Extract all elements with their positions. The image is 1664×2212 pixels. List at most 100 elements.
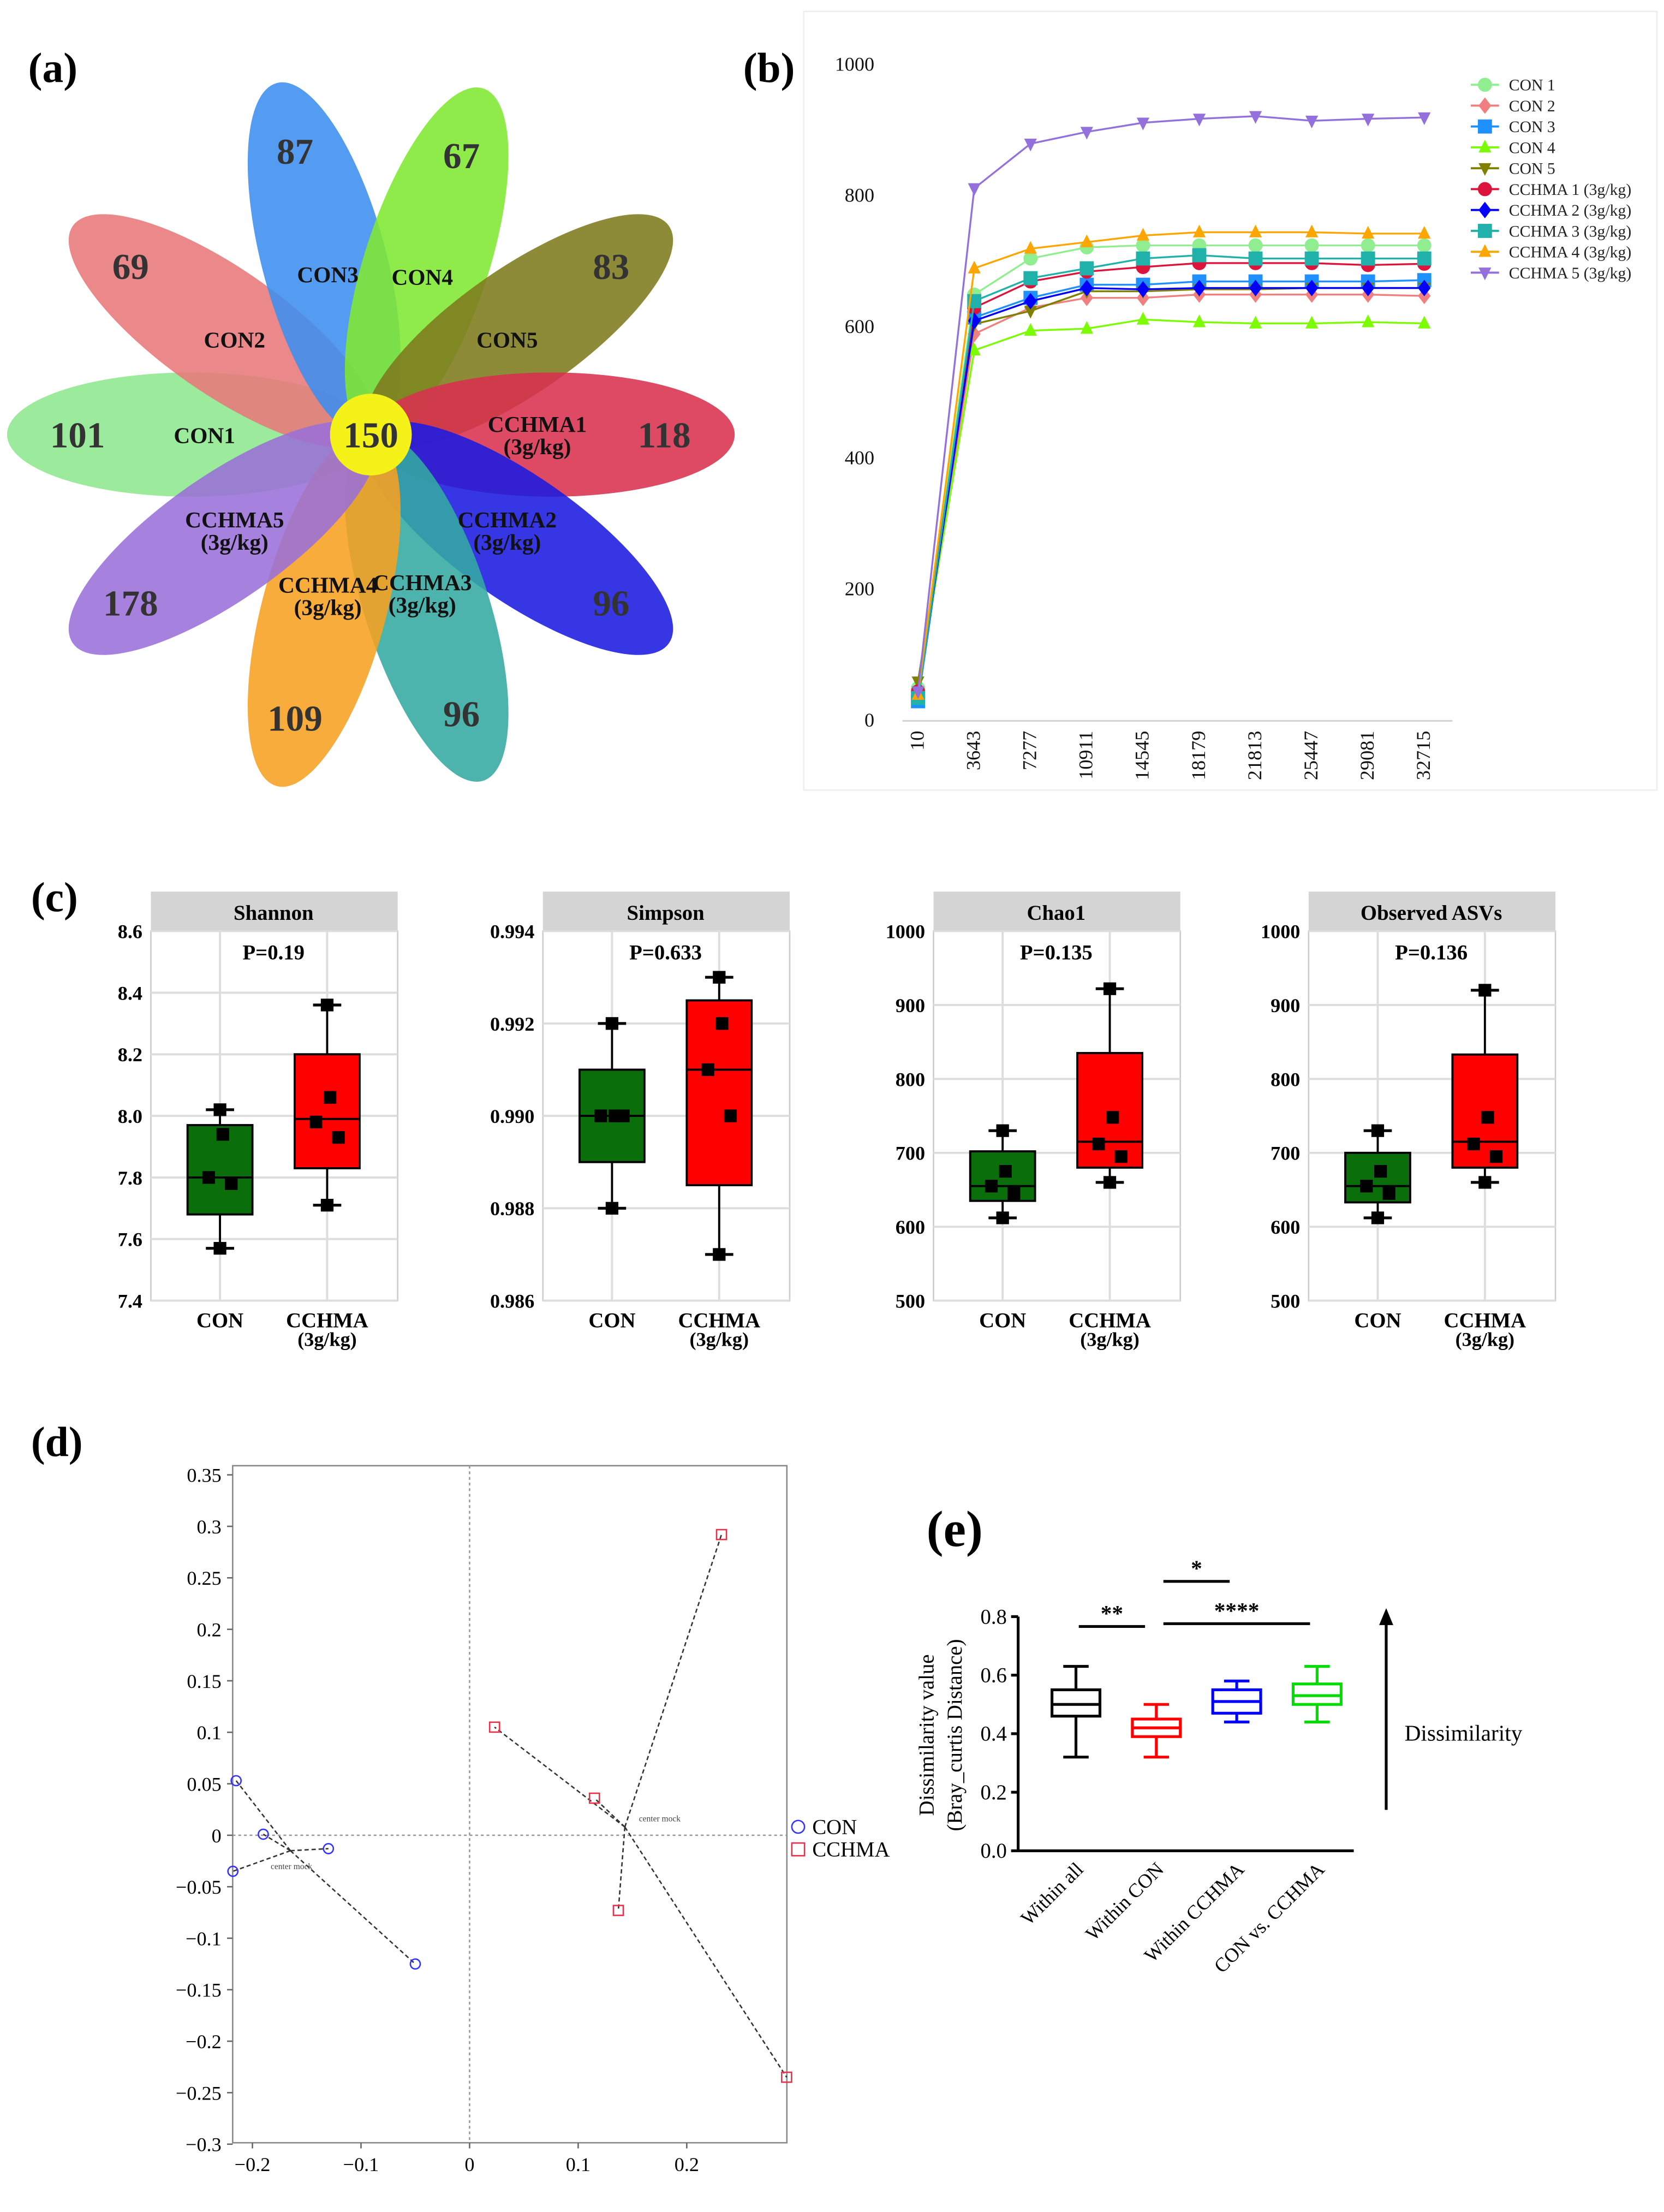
plot-frame bbox=[232, 1465, 788, 2144]
petal-cchma4 bbox=[247, 431, 401, 787]
p-value: P=0.633 bbox=[629, 941, 702, 964]
y-tick-label: 8.4 bbox=[118, 982, 142, 1004]
data-point bbox=[715, 1017, 729, 1030]
series-cchma-3-3g-kg- bbox=[911, 248, 1432, 705]
data-point bbox=[309, 1115, 323, 1128]
x-tick-label: 18179 bbox=[1188, 731, 1209, 780]
data-point bbox=[1305, 280, 1319, 296]
data-point bbox=[332, 1131, 345, 1144]
legend-marker bbox=[1477, 182, 1492, 197]
series-con-1 bbox=[911, 238, 1432, 695]
series-line bbox=[917, 254, 1424, 698]
data-point bbox=[715, 1529, 727, 1541]
petal-label: CON2 bbox=[204, 328, 266, 353]
petal-sublabel: (3g/kg) bbox=[389, 592, 456, 618]
box-within-all bbox=[1051, 1664, 1102, 1759]
petal-label: CON3 bbox=[297, 262, 359, 287]
data-point bbox=[320, 998, 334, 1012]
petal-count: 109 bbox=[267, 698, 323, 739]
data-point bbox=[1467, 1137, 1480, 1151]
data-point bbox=[605, 1017, 619, 1030]
y-tick-label: 0 bbox=[212, 1825, 222, 1847]
legend-label: CON 3 bbox=[1509, 118, 1555, 136]
y-tick-label: 900 bbox=[896, 995, 925, 1016]
petal-label: CON4 bbox=[392, 265, 454, 290]
x-tick-sublabel: (3g/kg) bbox=[297, 1328, 356, 1350]
y-tick-label: 0.990 bbox=[490, 1105, 534, 1127]
box bbox=[1051, 1688, 1102, 1718]
x-tick-label: 14545 bbox=[1131, 731, 1153, 780]
data-point bbox=[1092, 1137, 1105, 1151]
legend-item: CCHMA 5 (3g/kg) bbox=[1471, 265, 1631, 282]
y-tick-label: 0.1 bbox=[196, 1722, 221, 1744]
petal-label: CCHMA3 bbox=[373, 570, 472, 595]
y-tick-label: 8.0 bbox=[118, 1105, 142, 1127]
legend-label: CCHMA 4 (3g/kg) bbox=[1509, 244, 1631, 261]
facet-chao1: Chao1 500 600 700 800 900 1000 P=0.135 CON CCHMA(… bbox=[886, 891, 1182, 1350]
data-point bbox=[1248, 251, 1263, 266]
data-point bbox=[1080, 127, 1093, 140]
legend-label: CON 4 bbox=[1509, 139, 1555, 157]
data-point bbox=[409, 1958, 421, 1970]
data-point bbox=[1418, 112, 1431, 126]
y-tick-label: 0.05 bbox=[187, 1773, 221, 1795]
facet-title: Chao1 bbox=[1027, 901, 1086, 925]
y-tick-label: 0.992 bbox=[490, 1013, 534, 1035]
data-point bbox=[1305, 115, 1319, 129]
petal-sublabel: (3g/kg) bbox=[503, 434, 571, 460]
x-tick-label: Within CON bbox=[1081, 1858, 1168, 1945]
y-tick-label: 0 bbox=[864, 709, 874, 731]
centroid-spoke bbox=[624, 1534, 723, 1828]
data-point bbox=[1418, 316, 1431, 329]
legend-marker bbox=[1478, 163, 1492, 176]
box bbox=[1076, 1052, 1143, 1169]
core-circle bbox=[330, 394, 412, 475]
data-point bbox=[1024, 138, 1037, 152]
box bbox=[294, 1053, 361, 1169]
panel-d-pcoa: −0.3 −0.25 −0.2 −0.15 −0.1 −0.05 0 0.05 0.1 0.15 0… bbox=[176, 1465, 890, 2175]
data-point bbox=[968, 342, 981, 356]
data-point bbox=[1024, 306, 1037, 319]
petal-sublabel: (3g/kg) bbox=[294, 595, 362, 621]
series-cchma: center mock bbox=[488, 1529, 792, 2083]
data-point bbox=[1106, 1111, 1119, 1124]
data-point bbox=[605, 1202, 619, 1215]
series-line bbox=[917, 293, 1424, 692]
p-value: P=0.19 bbox=[242, 941, 305, 964]
data-point bbox=[1080, 321, 1093, 334]
data-point bbox=[213, 1242, 226, 1255]
y-tick-label: 400 bbox=[845, 447, 874, 468]
y-tick-label: 800 bbox=[1271, 1068, 1300, 1090]
centroid-spoke bbox=[263, 1833, 291, 1852]
legend-marker bbox=[1477, 78, 1492, 92]
series-con: center mock bbox=[227, 1775, 421, 1970]
panel-b-rarefaction: 0 200 400 600 800 1000 10 3643 7277 10911 14545 181… bbox=[803, 10, 1658, 791]
data-point bbox=[320, 1199, 334, 1212]
data-point bbox=[1192, 114, 1206, 127]
data-point bbox=[1136, 238, 1150, 253]
x-tick-label: 21813 bbox=[1244, 731, 1266, 780]
data-point bbox=[1304, 251, 1319, 266]
y-tick-label: 700 bbox=[896, 1143, 925, 1164]
petal-count: 101 bbox=[50, 414, 105, 455]
petal-label: CON1 bbox=[174, 423, 235, 448]
petal-cchma2 bbox=[364, 421, 673, 655]
petal-con2 bbox=[68, 214, 378, 448]
legend-item: CON 4 bbox=[1471, 139, 1555, 157]
petal-label: CCHMA2 bbox=[458, 507, 557, 532]
data-point bbox=[488, 1721, 500, 1733]
data-point bbox=[1248, 238, 1263, 253]
data-point bbox=[1374, 1165, 1387, 1178]
x-tick-label: CON bbox=[196, 1309, 243, 1333]
data-point bbox=[588, 1792, 600, 1804]
y-tick-label: −0.1 bbox=[186, 1928, 222, 1949]
y-tick-label: 0.35 bbox=[187, 1465, 221, 1486]
data-point bbox=[1362, 225, 1375, 239]
centroid-spoke bbox=[290, 1848, 329, 1852]
legend-marker bbox=[1478, 140, 1492, 153]
data-point bbox=[996, 1124, 1009, 1137]
y-tick-label: 7.8 bbox=[118, 1167, 142, 1189]
data-point bbox=[724, 1109, 737, 1122]
box-con bbox=[186, 1103, 254, 1255]
